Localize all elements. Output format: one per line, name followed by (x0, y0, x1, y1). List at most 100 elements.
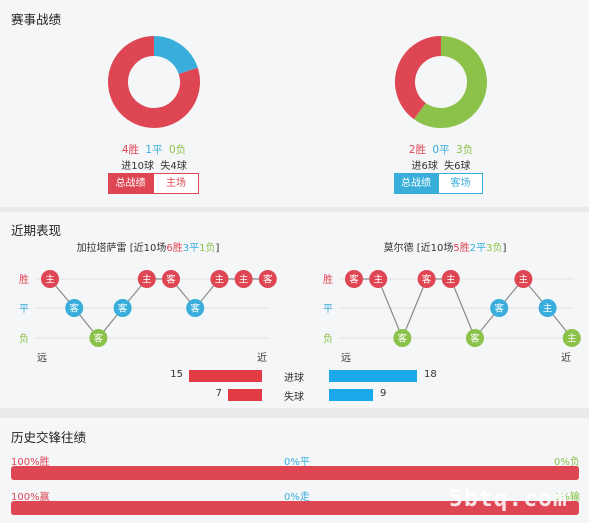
svg-text:主: 主 (239, 274, 249, 286)
away-goals-against-value: 9 (380, 388, 387, 399)
home-goals-for-bar (188, 370, 262, 382)
away-venue-tab[interactable]: 客场 (438, 173, 483, 194)
svg-text:客: 客 (94, 333, 104, 345)
home-form-point-7: 客 (186, 299, 205, 317)
svg-text:客: 客 (263, 274, 273, 286)
home-form-point-5: 主 (137, 270, 156, 288)
section-title-recent: 近期表现 (11, 223, 62, 238)
away-form-point-2: 主 (369, 270, 388, 288)
away-team-name: 莫尔德 (383, 243, 414, 254)
svg-text:主: 主 (373, 274, 383, 286)
h2h-row1-right: 0%负 (554, 457, 580, 468)
home-axis-label-draw: 平 (19, 304, 29, 315)
recent-form-panel: 近期表现 加拉塔萨雷 [近10场6胜3平1负] 莫尔德 [近10场5胜2平3负]… (0, 212, 589, 408)
home-form-point-9: 主 (234, 270, 253, 288)
away-far-label: 远 (341, 352, 351, 364)
away-axis-label-win: 胜 (323, 274, 333, 286)
away-axis-label-loss: 负 (323, 332, 333, 345)
home-loss-text: 0负 (168, 144, 187, 156)
home-donut-draw-slice (153, 36, 198, 75)
home-form-point-1: 主 (41, 270, 59, 288)
svg-text:主: 主 (519, 274, 529, 286)
away-form-chart: 胜平负客 主客客 主客客主主主远近 (323, 270, 581, 364)
h2h-row1-mid: 0%平 (284, 457, 310, 468)
h2h-row1-track (11, 466, 579, 480)
away-donut-win-slice (395, 36, 442, 120)
h2h-row2-right: 0%输 (554, 492, 580, 503)
scored-label: 进球 (284, 373, 304, 384)
away-goals-for-bar (329, 370, 417, 382)
home-axis-label-loss: 负 (19, 332, 29, 345)
away-win-text: 2胜 (408, 144, 427, 156)
section-title-season: 赛事战绩 (11, 12, 62, 27)
away-form-point-3: 客 (393, 329, 412, 347)
away-goals-for-value: 18 (424, 369, 437, 380)
svg-text:客: 客 (398, 333, 408, 345)
svg-text:客: 客 (494, 303, 504, 315)
home-wdl: 4胜 1平 0负 (107, 142, 201, 157)
home-venue-tab[interactable]: 主场 (153, 173, 199, 194)
h2h-panel: 历史交锋往绩 100%胜 0%平 0%负 100%赢 0%走 0%输 5btq.… (0, 418, 589, 523)
svg-text:客: 客 (422, 274, 432, 286)
h2h-row2-win-fill (11, 501, 579, 515)
away-loss-text: 3负 (455, 144, 474, 156)
away-recent-header: 莫尔德 [近10场5胜2平3负] (383, 243, 507, 254)
home-team-name: 加拉塔萨雷 (76, 243, 127, 254)
home-form-point-8: 主 (210, 270, 229, 288)
svg-text:主: 主 (45, 274, 55, 286)
away-near-label: 近 (561, 351, 571, 364)
home-total-tab[interactable]: 总战绩 (108, 173, 153, 194)
away-total-tab[interactable]: 总战绩 (394, 173, 438, 194)
conceded-label: 失球 (284, 392, 304, 403)
h2h-row2-left: 100%赢 (11, 492, 50, 503)
watermark: 5btq.com (449, 486, 568, 512)
home-donut-win-slice (108, 36, 200, 128)
svg-text:客: 客 (190, 303, 200, 315)
away-form-point-5: 主 (441, 270, 460, 288)
home-near-label: 近 (257, 351, 267, 364)
away-goals-against-bar (329, 389, 373, 401)
svg-text:主: 主 (567, 333, 577, 345)
home-form-point-10: 客 (258, 270, 277, 288)
away-form-point-10: 主 (562, 329, 581, 347)
h2h-row2-track (11, 501, 579, 515)
away-axis-label-draw: 平 (323, 304, 333, 315)
svg-text:客: 客 (69, 303, 79, 315)
away-form-point-1: 客 (345, 270, 363, 288)
svg-text:主: 主 (446, 274, 456, 286)
home-far-label: 远 (37, 352, 47, 364)
away-form-point-7: 客 (490, 299, 509, 317)
away-donut-loss-slice (413, 36, 487, 128)
away-form-point-9: 主 (538, 299, 557, 317)
svg-text:主: 主 (215, 274, 225, 286)
away-form-point-6: 客 (466, 329, 484, 347)
home-axis-label-win: 胜 (19, 274, 29, 286)
away-draw-text: 0平 (432, 144, 450, 156)
h2h-row1-win-fill (11, 466, 579, 480)
home-form-line (49, 278, 268, 339)
svg-text:客: 客 (166, 274, 176, 286)
home-form-point-2: 客 (65, 299, 84, 317)
svg-text:客: 客 (349, 274, 359, 286)
svg-text:主: 主 (543, 303, 553, 315)
home-form-point-3: 客 (89, 329, 108, 347)
away-goals: 进6球 失6球 (411, 161, 471, 172)
home-donut (108, 36, 200, 128)
home-goals-for-value: 15 (170, 369, 183, 380)
home-draw-text: 1平 (145, 144, 163, 156)
home-goals-against-bar (227, 389, 262, 401)
svg-text:主: 主 (142, 274, 152, 286)
away-wdl: 2胜 0平 3负 (394, 142, 488, 157)
home-goals: 进10球 失4球 (121, 161, 187, 172)
away-form-point-8: 主 (514, 270, 533, 288)
home-win-text: 4胜 (121, 144, 140, 156)
section-title-h2h: 历史交锋往绩 (11, 430, 87, 445)
svg-text:客: 客 (118, 303, 128, 315)
away-form-line (354, 278, 573, 340)
home-goals-against-value: 7 (215, 388, 222, 399)
home-recent-header: 加拉塔萨雷 [近10场6胜3平1负] (76, 243, 220, 254)
season-record-panel: 赛事战绩 4胜 1平 0负 进10球 失4球 总战绩 主场 2胜 0平 3负 进… (0, 0, 589, 207)
home-form-point-6: 客 (162, 270, 180, 288)
h2h-row1-left: 100%胜 (11, 457, 50, 468)
h2h-row2-mid: 0%走 (284, 492, 310, 503)
